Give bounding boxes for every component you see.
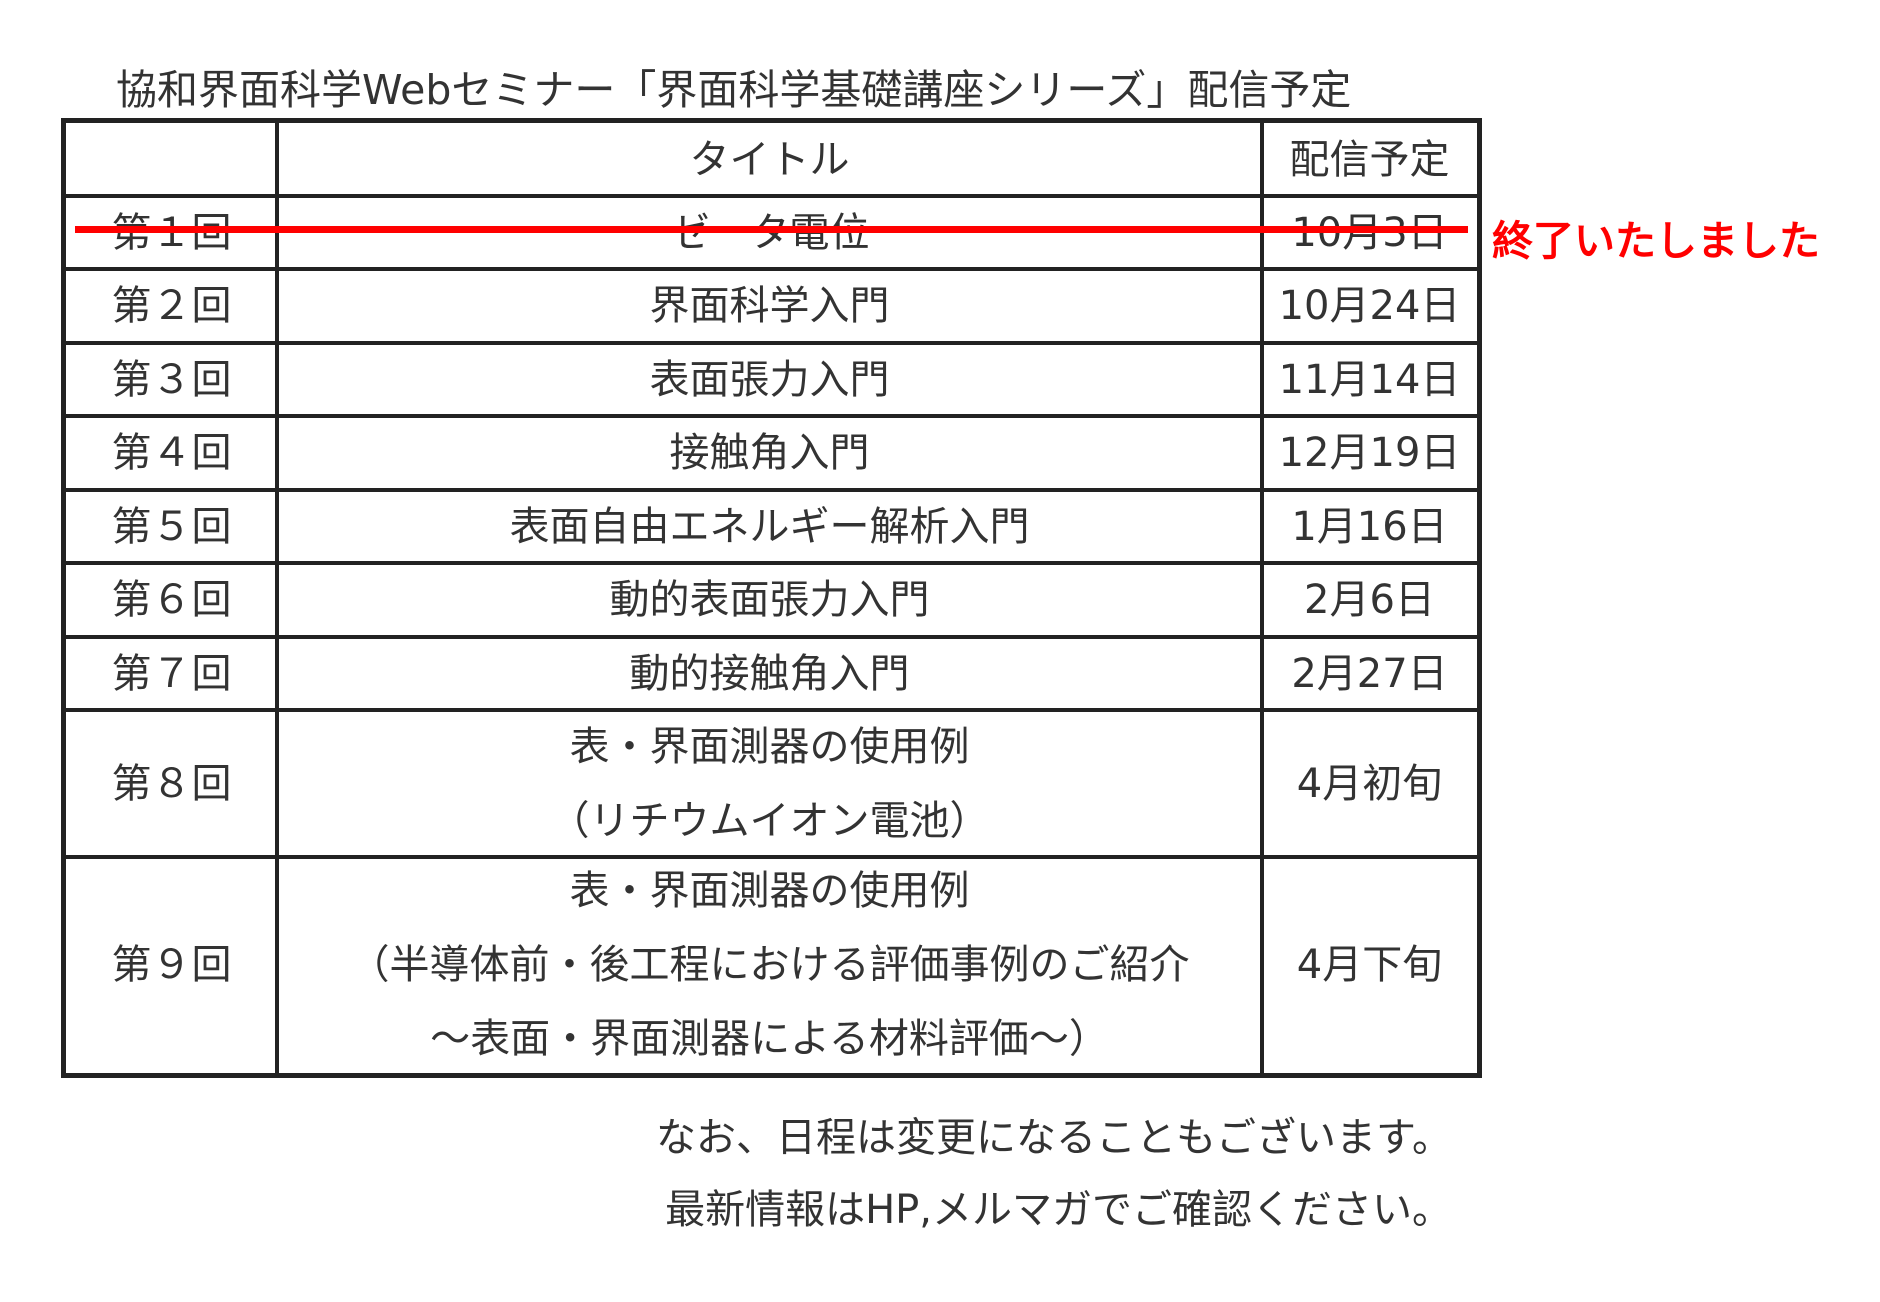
date-cell: 10月24日	[1278, 283, 1461, 329]
row-line	[66, 708, 1477, 712]
note: 最新情報はHP,メルマガでご確認ください。	[665, 1187, 1452, 1233]
session-cell: 第３回	[111, 356, 232, 403]
title-line: （半導体前・後工程における評価事例のご紹介	[349, 942, 1190, 988]
title-cell: 界面科学入門	[277, 269, 1262, 343]
session-cell: 第２回	[111, 283, 232, 329]
date-cell: 11月14日	[1278, 356, 1461, 403]
row-line	[66, 635, 1477, 639]
title-cell: 動的表面張力入門	[277, 563, 1262, 637]
title-line: 表面張力入門	[649, 356, 890, 403]
title: 協和界面科学Webセミナー「界面科学基礎講座シリーズ」配信予定	[116, 66, 1352, 114]
row-line	[66, 194, 1477, 198]
session-cell: 第９回	[111, 942, 232, 988]
row-line	[66, 267, 1477, 271]
date-cell: 4月初旬	[1296, 760, 1443, 807]
row-line	[66, 341, 1477, 345]
date-cell: 4月下旬	[1296, 942, 1443, 988]
column-line	[275, 123, 279, 1073]
date-cell: 2月27日	[1291, 650, 1448, 697]
title-cell: 動的接触角入門	[277, 637, 1262, 710]
row-line	[66, 855, 1477, 859]
title-line: 表面自由エネルギー解析入門	[509, 503, 1030, 550]
column-line	[1260, 123, 1264, 1073]
date-cell: 12月19日	[1278, 430, 1461, 476]
schedule-table: タイトル配信予定第１回ゼータ電位10月3日第２回界面科学入門10月24日第３回表…	[61, 118, 1482, 1078]
session-cell: 第５回	[111, 503, 232, 550]
title-cell: 接触角入門	[277, 416, 1262, 490]
session-cell: 第８回	[111, 760, 232, 807]
title-line: 動的接触角入門	[629, 650, 910, 697]
session-cell: 第４回	[111, 430, 232, 476]
title-line: 接触角入門	[669, 430, 870, 476]
session-cell: 第７回	[111, 650, 232, 697]
date-cell: 1月16日	[1291, 503, 1448, 550]
row-line	[66, 414, 1477, 418]
strike-line	[75, 226, 1468, 233]
status-label: 終了いたしました	[1492, 217, 1820, 265]
title-cell: 表面自由エネルギー解析入門	[277, 490, 1262, 563]
header-cell: 配信予定	[1289, 136, 1450, 183]
title-line: （リチウムイオン電池）	[549, 797, 990, 844]
title-line: 表・界面測器の使用例	[569, 868, 970, 914]
row-line	[66, 488, 1477, 492]
title-line: 動的表面張力入門	[609, 577, 930, 623]
title-line: 界面科学入門	[649, 283, 890, 329]
title-line: 表・界面測器の使用例	[569, 723, 970, 770]
header-cell	[66, 123, 277, 196]
title-cell: 表・界面測器の使用例 （半導体前・後工程における評価事例のご紹介 ～表面・界面測器に…	[277, 857, 1262, 1073]
title-line: ～表面・界面測器による材料評価～）	[430, 1016, 1109, 1062]
note: なお、日程は変更になることもございます。	[656, 1115, 1452, 1161]
title-cell: 表面張力入門	[277, 343, 1262, 416]
row-line	[66, 561, 1477, 565]
header-cell: タイトル	[689, 136, 850, 183]
session-cell: 第６回	[111, 577, 232, 623]
title-cell: 表・界面測器の使用例 （リチウムイオン電池）	[277, 710, 1262, 857]
date-cell: 2月6日	[1304, 577, 1435, 623]
